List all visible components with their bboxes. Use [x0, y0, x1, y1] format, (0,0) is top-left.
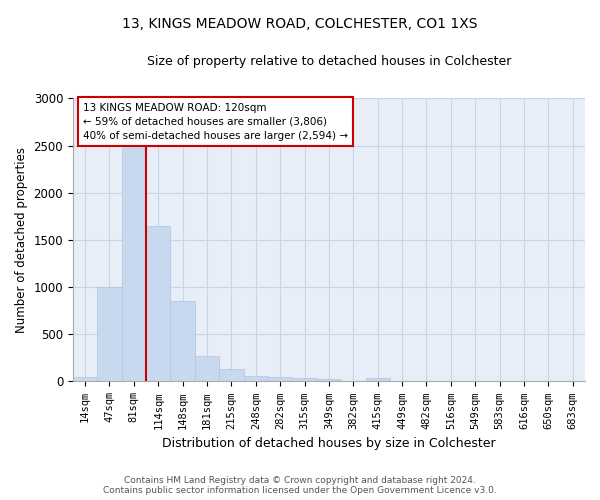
Bar — [122, 146, 146, 382]
X-axis label: Distribution of detached houses by size in Colchester: Distribution of detached houses by size … — [162, 437, 496, 450]
Text: Contains HM Land Registry data © Crown copyright and database right 2024.
Contai: Contains HM Land Registry data © Crown c… — [103, 476, 497, 495]
Title: Size of property relative to detached houses in Colchester: Size of property relative to detached ho… — [147, 55, 511, 68]
Bar — [292, 378, 317, 382]
Text: 13 KINGS MEADOW ROAD: 120sqm
← 59% of detached houses are smaller (3,806)
40% of: 13 KINGS MEADOW ROAD: 120sqm ← 59% of de… — [83, 102, 348, 141]
Bar — [365, 378, 390, 382]
Bar — [244, 376, 268, 382]
Bar — [268, 377, 292, 382]
Bar — [97, 287, 122, 382]
Text: 13, KINGS MEADOW ROAD, COLCHESTER, CO1 1XS: 13, KINGS MEADOW ROAD, COLCHESTER, CO1 1… — [122, 18, 478, 32]
Bar — [170, 301, 195, 382]
Bar — [146, 226, 170, 382]
Bar — [219, 369, 244, 382]
Y-axis label: Number of detached properties: Number of detached properties — [15, 147, 28, 333]
Bar — [317, 378, 341, 382]
Bar — [73, 376, 97, 382]
Bar — [195, 356, 219, 382]
